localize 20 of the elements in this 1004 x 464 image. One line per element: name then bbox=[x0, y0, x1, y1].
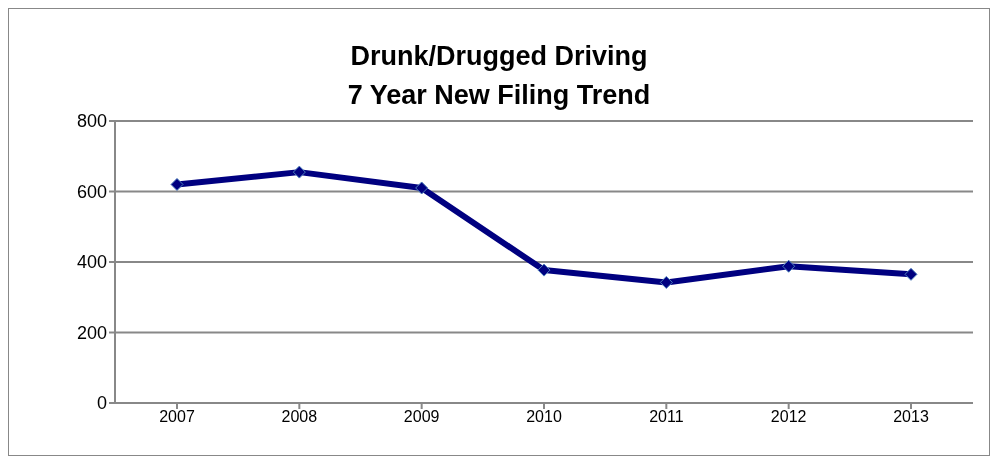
y-tick-label: 600 bbox=[76, 181, 107, 202]
x-tick-label: 2009 bbox=[403, 408, 440, 426]
point bbox=[292, 165, 306, 179]
point bbox=[170, 177, 184, 191]
x-tick-label: 2007 bbox=[159, 408, 195, 426]
y-tick-label: 0 bbox=[96, 393, 107, 414]
y-tick-label: 200 bbox=[76, 322, 107, 343]
x-tick-label: 2010 bbox=[526, 408, 562, 426]
point bbox=[415, 181, 429, 195]
x-tick-label: 2012 bbox=[770, 408, 807, 426]
point bbox=[537, 263, 551, 277]
chart-title: Drunk/Drugged Driving 7 Year New Filing Trend bbox=[346, 40, 652, 110]
y-tick-label: 400 bbox=[76, 252, 107, 273]
point bbox=[904, 267, 918, 281]
point bbox=[659, 275, 673, 289]
y-tick-label: 800 bbox=[76, 111, 107, 132]
point bbox=[782, 259, 796, 273]
x-tick-label: 2008 bbox=[281, 408, 318, 426]
x-tick-label: 2011 bbox=[649, 408, 684, 426]
x-tick-label: 2013 bbox=[893, 408, 929, 426]
